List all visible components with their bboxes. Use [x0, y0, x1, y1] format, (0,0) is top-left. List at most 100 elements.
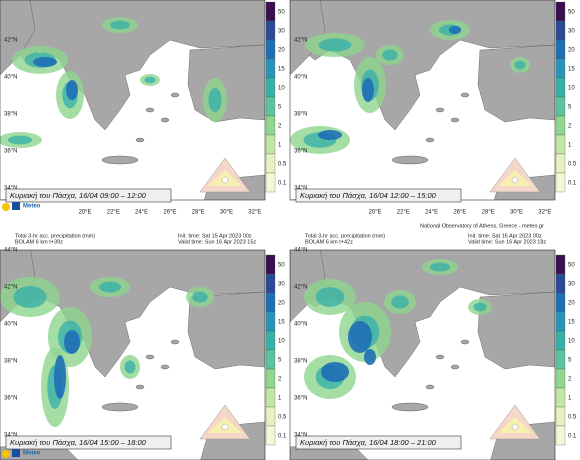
colorbar-cell — [265, 292, 276, 313]
lat-label: 44°N — [294, 248, 307, 254]
colorbar-cell — [555, 406, 566, 427]
colorbar-cell — [555, 273, 566, 294]
colorbar-cell — [555, 425, 566, 446]
lat-label: 36°N — [4, 149, 17, 155]
colorbar-label: 20 — [278, 301, 285, 307]
lon-label: 20°E — [78, 210, 91, 216]
lat-label: 38°N — [294, 359, 307, 365]
colorbar-label: 0.1 — [278, 434, 287, 440]
colorbar-label: 20 — [278, 48, 285, 54]
island — [460, 339, 470, 345]
lat-label: 34°N — [4, 433, 17, 439]
colorbar-cell — [265, 153, 276, 174]
island — [391, 402, 429, 412]
lon-label: 32°E — [538, 210, 551, 216]
precip-heavy — [318, 130, 342, 140]
island — [145, 354, 155, 360]
lat-label: 34°N — [294, 186, 307, 192]
panel: 44°N 42°N 40°N 38°N 36°N 34°N 50 30 20 15 10 5 2 1 0.5… — [0, 233, 287, 460]
colorbar-label: 1 — [278, 396, 282, 402]
precip — [391, 295, 409, 309]
precip — [315, 287, 345, 307]
colorbar-label: 2 — [278, 377, 282, 383]
colorbar-cell — [265, 406, 276, 427]
colorbar-cell — [555, 134, 566, 155]
colorbar-cell — [265, 349, 276, 370]
lon-label: 30°E — [220, 210, 233, 216]
colorbar-label: 5 — [568, 358, 572, 364]
colorbar-label: 5 — [278, 358, 282, 364]
panel: 42°N 40°N 38°N 36°N 34°N 20°E 22°E 24°E 26°E 28°E… — [0, 0, 287, 216]
colorbar-cell — [555, 39, 566, 60]
header-right: Valid time: Sun 16 Apr 2023 15z — [178, 239, 256, 245]
land — [477, 291, 555, 370]
header-right: Init. time: Sat 15 Apr 2023 00z — [468, 233, 542, 239]
header-left: BOLAM 6 km t+39z — [15, 239, 63, 245]
land — [290, 0, 326, 76]
island — [435, 107, 445, 113]
colorbar-label: 30 — [278, 29, 285, 35]
lon-label: 20°E — [368, 210, 381, 216]
lat-label: 40°N — [294, 322, 307, 328]
logo-m — [12, 449, 20, 457]
colorbar-label: 0.5 — [278, 162, 287, 168]
colorbar-label: 0.5 — [278, 415, 287, 421]
colorbar-cell — [265, 39, 276, 60]
map — [0, 0, 265, 200]
colorbar-cell — [555, 77, 566, 98]
lat-label: 42°N — [4, 285, 17, 291]
lon-label: 24°E — [135, 210, 148, 216]
colorbar-cell — [265, 172, 276, 193]
header-left: BOLAM 6 km t+42z — [305, 239, 353, 245]
colorbar-cell — [265, 425, 276, 446]
colorbar-cell — [265, 58, 276, 79]
colorbar-cell — [555, 330, 566, 351]
colorbar-cell — [265, 77, 276, 98]
lon-label: 28°E — [482, 210, 495, 216]
colorbar-cell — [265, 134, 276, 155]
precip — [430, 262, 450, 272]
colorbar-cell — [265, 387, 276, 408]
precip — [192, 291, 208, 303]
colorbar-cell — [265, 20, 276, 41]
land — [187, 44, 265, 123]
land — [477, 44, 555, 123]
land — [187, 291, 265, 370]
precip-heavy — [364, 349, 376, 365]
colorbar-label: 30 — [278, 282, 285, 288]
colorbar-label: 15 — [568, 320, 575, 326]
island — [450, 117, 460, 123]
colorbar-label: 15 — [278, 320, 285, 326]
island — [391, 155, 429, 165]
logo-text: Meteo — [23, 451, 41, 457]
lat-label: 36°N — [4, 396, 17, 402]
caption: Κυριακή του Πάσχα, 16/04 15:00 – 18:00 — [10, 438, 147, 447]
island — [101, 155, 139, 165]
precip-heavy — [449, 26, 461, 34]
colorbar-cell — [555, 1, 566, 22]
precip — [110, 20, 130, 30]
colorbar-cell — [265, 330, 276, 351]
colorbar-label: 1 — [568, 396, 572, 402]
caption: Κυριακή του Πάσχα, 16/04 18:00 – 21:00 — [300, 438, 437, 447]
colorbar-label: 5 — [278, 105, 282, 111]
caption: Κυριακή του Πάσχα, 16/04 09:00 – 12:00 — [10, 191, 147, 200]
hazard-logo — [511, 176, 519, 184]
hazard-logo — [511, 423, 519, 431]
colorbar-label: 50 — [568, 10, 575, 16]
hazard-logo — [221, 176, 229, 184]
island — [135, 137, 145, 143]
colorbar-cell — [265, 311, 276, 332]
colorbar-cell — [555, 172, 566, 193]
precip — [208, 87, 222, 113]
island — [450, 364, 460, 370]
map-frame — [0, 249, 266, 460]
lat-label: 40°N — [294, 75, 307, 81]
lat-label: 38°N — [294, 112, 307, 118]
header-right: Init. time: Sat 15 Apr 2023 00z — [178, 233, 252, 239]
precip — [318, 38, 352, 52]
lon-label: 24°E — [425, 210, 438, 216]
colorbar-label: 15 — [568, 67, 575, 73]
lat-label: 40°N — [4, 322, 17, 328]
island — [425, 384, 435, 390]
